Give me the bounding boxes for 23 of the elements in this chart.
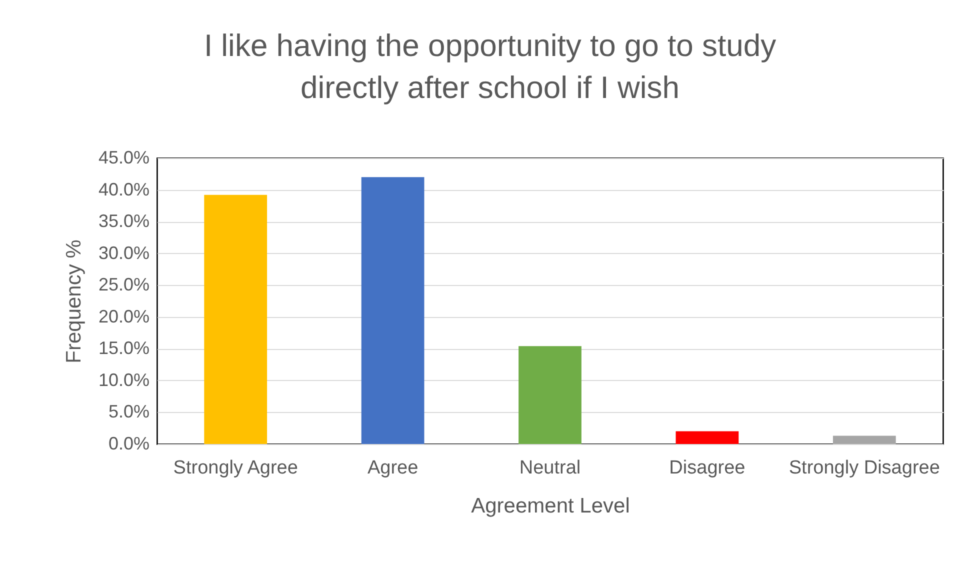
bar bbox=[832, 436, 896, 444]
y-tick-label: 45.0% bbox=[98, 148, 150, 168]
y-tick-label: 25.0% bbox=[98, 274, 150, 295]
y-tick-label: 20.0% bbox=[98, 306, 150, 326]
x-tick-label: Disagree bbox=[669, 458, 746, 478]
x-tick-label: Agree bbox=[367, 458, 418, 478]
x-tick-label: Neutral bbox=[519, 458, 581, 478]
bar bbox=[676, 431, 739, 444]
bar bbox=[518, 346, 582, 444]
x-axis-title: Agreement Level bbox=[471, 494, 630, 518]
y-axis-title: Frequency % bbox=[62, 240, 86, 364]
y-tick-label: 40.0% bbox=[98, 179, 150, 200]
y-tick-label: 10.0% bbox=[98, 370, 150, 390]
bar bbox=[204, 194, 268, 444]
y-tick-label: 0.0% bbox=[108, 434, 150, 454]
y-tick-label: 30.0% bbox=[98, 242, 150, 263]
x-tick-label: Strongly Agree bbox=[173, 458, 298, 478]
x-tick-label: Strongly Disagree bbox=[788, 458, 940, 478]
chart-title: I like having the opportunity to go to study directly after school if I wish bbox=[204, 28, 777, 105]
y-tick-label: 5.0% bbox=[108, 402, 150, 422]
bar bbox=[361, 177, 424, 444]
y-tick-label: 35.0% bbox=[98, 211, 150, 232]
y-tick-label: 15.0% bbox=[98, 338, 150, 358]
